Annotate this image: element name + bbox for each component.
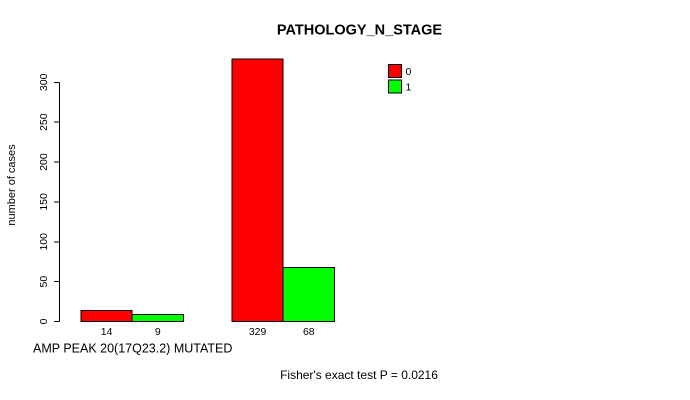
bar-series-0-group-2 (231, 58, 284, 322)
bars (80, 58, 335, 323)
legend-label: 0 (406, 66, 412, 78)
bar-series-1-group-1 (131, 313, 184, 323)
y-tick-label: 50 (38, 276, 50, 288)
legend-swatch-1 (388, 79, 402, 94)
bar-series-1-group-2 (282, 266, 335, 323)
y-tick-label: 150 (38, 193, 50, 211)
bar-value-labels: 14 9 329 68 (101, 326, 315, 338)
bar-value-label: 14 (101, 326, 113, 338)
y-tick-label: 250 (38, 113, 50, 131)
bar-value-label: 68 (303, 326, 315, 338)
y-axis-label: number of cases (6, 144, 18, 226)
chart-title: PATHOLOGY_N_STAGE (277, 23, 442, 39)
x-axis-label: AMP PEAK 20(17Q23.2) MUTATED (33, 342, 232, 356)
annotation-fisher-test: Fisher's exact test P = 0.0216 (280, 368, 438, 382)
bar-value-label: 9 (155, 326, 161, 338)
y-tick-label: 100 (38, 233, 50, 251)
y-axis: 0 50 100 150 200 250 300 (38, 73, 60, 324)
legend: 01 (388, 64, 412, 94)
y-tick-label: 200 (38, 153, 50, 171)
bar-value-label: 329 (249, 326, 267, 338)
y-tick-label: 300 (38, 73, 50, 91)
legend-label: 1 (406, 82, 412, 94)
y-tick-label: 0 (38, 318, 50, 324)
bar-series-0-group-1 (80, 309, 133, 323)
legend-swatch-0 (388, 64, 402, 78)
